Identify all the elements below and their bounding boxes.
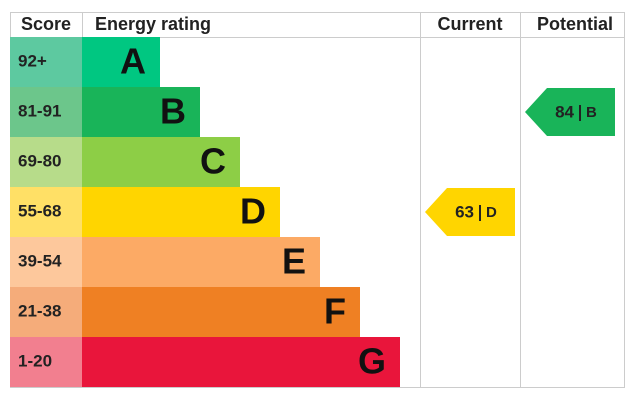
rating-bar — [82, 337, 400, 387]
score-label: 81-91 — [18, 101, 61, 120]
rating-bar — [82, 187, 280, 237]
current-letter: D — [486, 204, 497, 221]
rating-letter: G — [358, 341, 386, 382]
score-cell — [10, 137, 82, 187]
score-cell — [10, 37, 82, 87]
rating-letter: F — [324, 291, 346, 332]
rating-bar — [82, 287, 360, 337]
score-label: 21-38 — [18, 301, 61, 320]
rating-letter: B — [160, 91, 186, 132]
rating-bar — [82, 237, 320, 287]
header-current: Current — [437, 14, 502, 34]
score-cell — [10, 287, 82, 337]
potential-letter: B — [586, 104, 597, 121]
current-value: 63 — [455, 202, 474, 221]
rating-bar — [82, 37, 160, 87]
rating-bar — [82, 87, 200, 137]
potential-value: 84 — [555, 102, 574, 121]
score-cell — [10, 337, 82, 387]
score-label: 39-54 — [18, 251, 62, 270]
header-rating: Energy rating — [95, 14, 211, 34]
score-label: 55-68 — [18, 201, 61, 220]
score-label: 92+ — [18, 51, 47, 70]
score-label: 1-20 — [18, 351, 52, 370]
current-arrow — [425, 188, 515, 236]
score-cell — [10, 187, 82, 237]
score-cell — [10, 237, 82, 287]
rating-letter: E — [282, 241, 306, 282]
score-cell — [10, 87, 82, 137]
header-score: Score — [21, 14, 71, 34]
rating-letter: A — [120, 41, 146, 82]
rating-letter: D — [240, 191, 266, 232]
header-potential: Potential — [537, 14, 613, 34]
score-label: 69-80 — [18, 151, 61, 170]
rating-bar — [82, 137, 240, 187]
potential-arrow — [525, 88, 615, 136]
rating-letter: C — [200, 141, 226, 182]
